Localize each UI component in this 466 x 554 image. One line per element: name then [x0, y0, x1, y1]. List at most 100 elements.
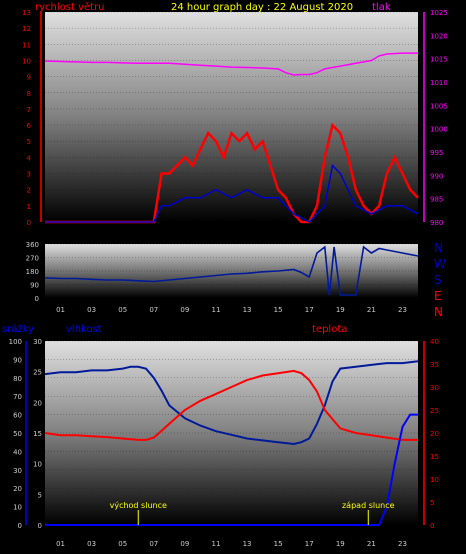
- wind-tick-label: 0: [27, 219, 31, 227]
- temperature-axis-title: teplota: [312, 324, 347, 335]
- x-tick-label-top: 05: [118, 232, 127, 240]
- x-tick-label-mid: 15: [274, 306, 283, 314]
- x-tick-label-top: 01: [56, 232, 65, 240]
- humidity-axis-title: vlhkost: [66, 324, 102, 335]
- temperature-tick-label: 20: [430, 430, 439, 438]
- humidity-line: [44, 360, 419, 446]
- wind-tick-label: 4: [27, 154, 32, 162]
- humidity-tick-label: 30: [33, 338, 42, 346]
- wind-axis-title: rychlost větru: [35, 1, 105, 13]
- humidity-tick-label: 10: [33, 461, 42, 469]
- wind-tick-label: 1: [27, 203, 31, 211]
- x-tick-label-top: 07: [149, 232, 158, 240]
- rain-tick-label: 20: [13, 485, 22, 493]
- direction-tick-label: 180: [26, 268, 39, 276]
- compass-e: E: [434, 289, 442, 303]
- x-tick-label-mid: 11: [211, 306, 220, 314]
- temperature-tick-label: 15: [430, 453, 439, 461]
- compass-n-top: N: [434, 241, 443, 255]
- x-tick-label-mid: 13: [243, 306, 252, 314]
- wind-pressure-plot-area: [45, 12, 418, 222]
- x-tick-label-bottom: 11: [211, 540, 220, 548]
- wind-direction-line: [44, 245, 419, 296]
- x-tick-label-mid: 19: [336, 306, 345, 314]
- humidity-tick-label: 20: [33, 399, 42, 407]
- x-tick-label-bottom: 01: [56, 540, 65, 548]
- temperature-tick-label: 40: [430, 338, 439, 346]
- sunrise-label: východ slunce: [110, 501, 167, 510]
- chart-title: 24 hour graph day : 22 August 2020: [171, 2, 353, 13]
- x-tick-label-mid: 23: [398, 306, 407, 314]
- x-tick-label-top: 23: [398, 232, 407, 240]
- rain-tick-label: 60: [13, 412, 22, 420]
- x-tick-label-bottom: 17: [305, 540, 314, 548]
- temperature-tick-label: 5: [430, 499, 434, 507]
- pressure-tick-label: 1020: [430, 32, 448, 40]
- wind-tick-label: 5: [27, 138, 31, 146]
- direction-tick-label: 0: [35, 295, 39, 303]
- x-tick-label-mid: 17: [305, 306, 314, 314]
- chart-marks-layer: 0123456789101112139809859909951000100510…: [9, 9, 448, 548]
- pressure-tick-label: 1010: [430, 79, 448, 87]
- pressure-line: [44, 52, 418, 76]
- rain-tick-label: 0: [18, 522, 22, 530]
- x-tick-label-top: 15: [274, 232, 283, 240]
- temperature-tick-label: 25: [430, 407, 439, 415]
- pressure-tick-label: 1005: [430, 102, 448, 110]
- x-tick-label-bottom: 05: [118, 540, 127, 548]
- wind-tick-label: 11: [22, 41, 31, 49]
- wind-gust-line: [45, 163, 419, 223]
- temperature-tick-label: 30: [430, 384, 439, 392]
- x-tick-label-bottom: 23: [398, 540, 407, 548]
- compass-s: S: [434, 273, 442, 287]
- wind-tick-label: 7: [27, 106, 31, 114]
- x-tick-label-bottom: 21: [367, 540, 376, 548]
- temperature-tick-label: 0: [430, 522, 434, 530]
- pressure-tick-label: 980: [430, 219, 443, 227]
- x-tick-label-bottom: 03: [87, 540, 96, 548]
- pressure-tick-label: 1000: [430, 126, 448, 134]
- x-tick-label-top: 11: [211, 232, 220, 240]
- x-tick-label-mid: 09: [180, 306, 189, 314]
- direction-tick-label: 90: [30, 282, 39, 290]
- x-tick-label-top: 21: [367, 232, 376, 240]
- wind-tick-label: 13: [22, 9, 31, 17]
- rain-tick-label: 50: [13, 430, 22, 438]
- x-tick-label-mid: 07: [149, 306, 158, 314]
- wind-tick-label: 3: [27, 171, 31, 179]
- x-tick-label-mid: 01: [56, 306, 65, 314]
- x-tick-label-bottom: 07: [149, 540, 158, 548]
- x-tick-label-mid: 03: [87, 306, 96, 314]
- compass-w: W: [434, 257, 446, 271]
- x-tick-label-top: 17: [305, 232, 314, 240]
- wind-tick-label: 9: [27, 74, 31, 82]
- humidity-tick-label: 0: [38, 522, 42, 530]
- temperature-tick-label: 35: [430, 361, 439, 369]
- rain-axis-title: srážky: [2, 323, 34, 335]
- x-tick-label-top: 09: [180, 232, 189, 240]
- wind-tick-label: 8: [27, 90, 31, 98]
- temperature-line: [44, 369, 418, 441]
- x-tick-label-bottom: 19: [336, 540, 345, 548]
- direction-tick-label: 270: [26, 255, 39, 263]
- rain-tick-label: 80: [13, 375, 22, 383]
- x-tick-label-mid: 05: [118, 306, 127, 314]
- x-tick-label-bottom: 15: [274, 540, 283, 548]
- pressure-axis-title: tlak: [372, 2, 391, 13]
- humidity-tick-label: 25: [33, 369, 42, 377]
- compass-n-bottom: N: [434, 305, 443, 319]
- wind-tick-label: 6: [27, 122, 32, 130]
- rain-line: [45, 413, 418, 526]
- wind-tick-label: 12: [22, 25, 31, 33]
- rain-tick-label: 30: [13, 467, 22, 475]
- rain-tick-label: 40: [13, 448, 22, 456]
- rain-tick-label: 70: [13, 393, 22, 401]
- direction-tick-label: 360: [26, 241, 39, 249]
- pressure-tick-label: 985: [430, 196, 443, 204]
- wind-tick-label: 2: [27, 187, 31, 195]
- pressure-tick-label: 1015: [430, 56, 448, 64]
- humidity-tick-label: 15: [33, 430, 42, 438]
- x-tick-label-top: 13: [243, 232, 252, 240]
